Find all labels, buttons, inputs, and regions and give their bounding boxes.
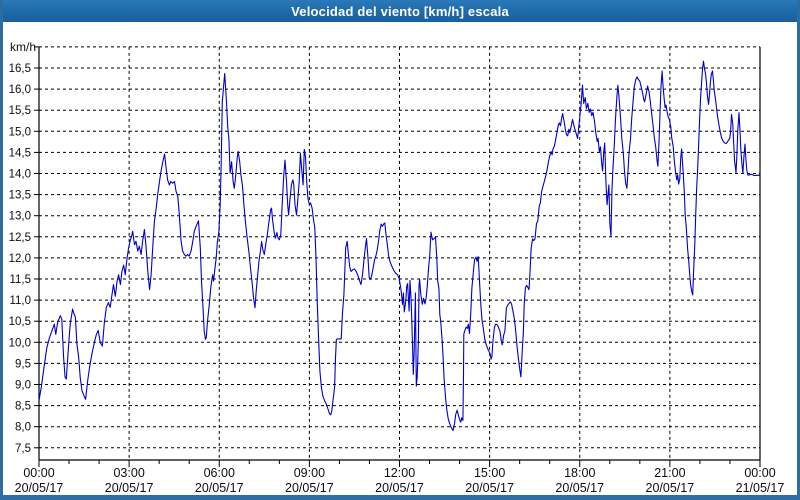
y-tick-label: 11,0 [9,295,31,307]
x-tick-date-label: 20/05/17 [375,481,424,495]
x-tick-time-label: 06:00 [204,466,235,480]
y-tick-label: 9,5 [15,358,31,370]
y-tick-label: 11,5 [9,274,31,286]
x-tick-time-label: 09:00 [294,466,325,480]
y-axis: 16,5 16,0 15,5 15,0 14,5 14,0 13,5 13,0 12,5 12,0… [9,40,39,455]
y-axis-unit-label: km/h [10,40,36,54]
x-axis: 00:0020/05/1703:0020/05/1706:0020/05/170… [15,460,785,495]
y-tick-label: 12,0 [9,253,31,265]
y-tick-label: 9,0 [15,380,31,392]
x-tick-date-label: 20/05/17 [465,481,514,495]
chart-title-bar: Velocidad del viento [km/h] escala [0,0,800,22]
y-tick-label: 8,5 [15,401,31,413]
y-tick-label: 8,0 [15,422,31,434]
y-tick-label: 14,5 [9,147,31,159]
x-tick-time-label: 12:00 [384,466,415,480]
x-tick-date-label: 21/05/17 [736,481,785,495]
x-tick-time-label: 03:00 [113,466,144,480]
x-tick-date-label: 20/05/17 [15,481,64,495]
x-tick-date-label: 20/05/17 [285,481,334,495]
x-tick-date-label: 20/05/17 [646,481,695,495]
chart-title: Velocidad del viento [km/h] escala [291,3,509,19]
y-tick-label: 7,5 [15,443,31,455]
wind-speed-line [38,60,761,432]
x-tick-time-label: 00:00 [23,466,54,480]
x-tick-time-label: 15:00 [474,466,505,480]
y-tick-label: 10,5 [9,316,31,328]
y-tick-label: 12,5 [9,232,31,244]
x-tick-time-label: 18:00 [564,466,595,480]
y-tick-label: 16,5 [9,63,31,75]
x-tick-date-label: 20/05/17 [555,481,604,495]
vertical-gridlines [128,46,671,460]
x-tick-date-label: 20/05/17 [105,481,154,495]
y-tick-label: 15,0 [9,126,31,138]
x-tick-date-label: 20/05/17 [195,481,244,495]
y-tick-label: 14,0 [9,169,31,181]
y-tick-label: 13,0 [9,211,31,223]
y-tick-label: 10,0 [9,337,31,349]
y-tick-label: 15,5 [9,105,31,117]
y-tick-label: 16,0 [9,84,31,96]
x-tick-time-label: 00:00 [744,466,775,480]
y-tick-label: 13,5 [9,190,31,202]
x-tick-time-label: 21:00 [654,466,685,480]
